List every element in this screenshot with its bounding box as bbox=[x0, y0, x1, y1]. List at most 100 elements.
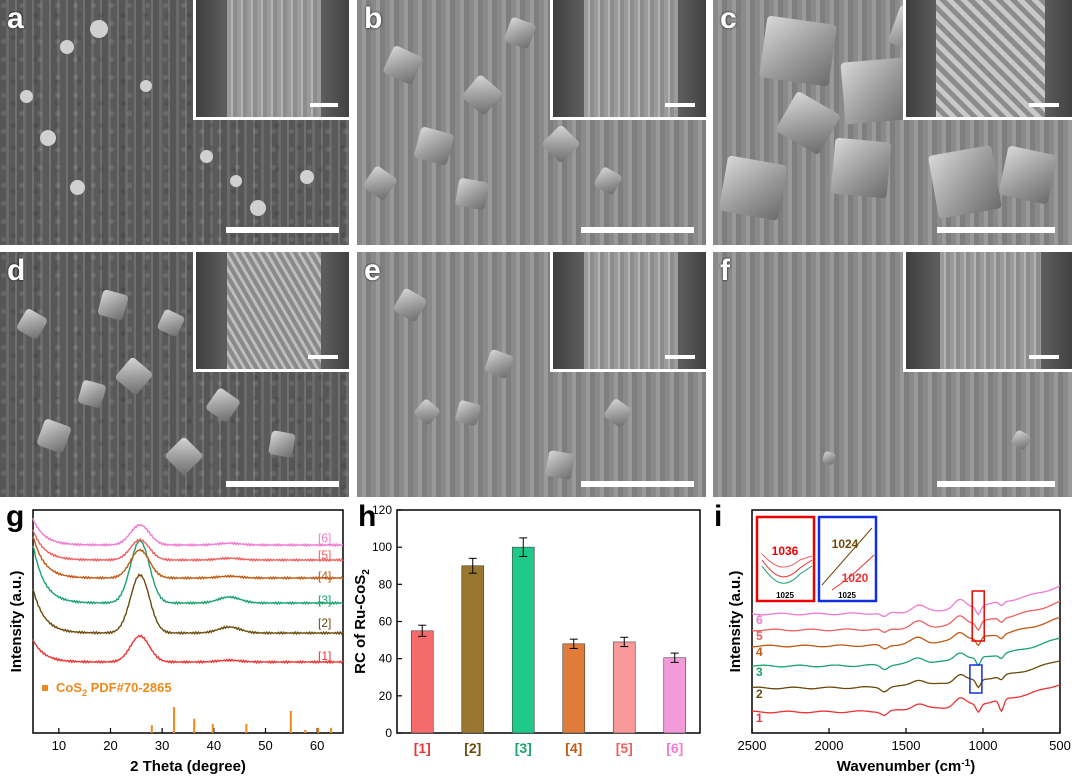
series-label-i-1: 1 bbox=[756, 711, 763, 725]
y-axis-label-h: RC of Ru-CoS2 bbox=[352, 569, 372, 674]
bar-2 bbox=[461, 565, 485, 734]
bar-5 bbox=[612, 641, 636, 734]
x-tick-label-g: 30 bbox=[155, 738, 169, 753]
series-label-g-5: [5] bbox=[318, 548, 331, 562]
x-tick-label-i: 2500 bbox=[738, 738, 767, 753]
highlight-box-red bbox=[971, 590, 985, 642]
x-tick-label-g: 20 bbox=[103, 738, 117, 753]
inset-left-tick-label: 1025 bbox=[776, 591, 794, 600]
panel-label-c: c bbox=[720, 2, 737, 35]
x-tick-label-i: 1500 bbox=[892, 738, 921, 753]
panel-label-b: b bbox=[364, 2, 383, 35]
plot-label-h: h bbox=[358, 500, 377, 533]
inset-right-peak-label-top: 1024 bbox=[832, 537, 859, 551]
reference-legend-label: CoS2 PDF#70-2865 bbox=[56, 680, 172, 698]
x-category-label-h: [4] bbox=[565, 740, 582, 756]
inset-left-peak-label: 1036 bbox=[772, 544, 799, 558]
x-category-label-h: [5] bbox=[616, 740, 633, 756]
inset-image-b bbox=[550, 0, 706, 120]
x-category-label-h: [2] bbox=[464, 740, 481, 756]
xrd-series-3 bbox=[32, 540, 344, 606]
plot-frame-i bbox=[751, 509, 1061, 734]
inset-left-curve-1 bbox=[761, 559, 813, 578]
ftir-series-1 bbox=[752, 684, 1061, 716]
inset-image-f bbox=[903, 252, 1072, 372]
y-axis-label-i: Intensity (a.u.) bbox=[727, 571, 744, 673]
inset-right-frame bbox=[817, 515, 878, 603]
xrd-series-1 bbox=[32, 634, 344, 665]
x-tick-label-g: 50 bbox=[258, 738, 272, 753]
reference-legend-marker bbox=[42, 685, 48, 691]
ftir-series-2 bbox=[751, 660, 1061, 693]
bar-6 bbox=[663, 657, 687, 734]
series-label-g-6: [6] bbox=[318, 531, 331, 545]
y-tick-label-h: 100 bbox=[372, 540, 392, 554]
inset-image-a bbox=[193, 0, 349, 120]
scale-bar-b bbox=[581, 227, 694, 233]
xrd-series-4 bbox=[32, 536, 344, 581]
series-label-i-2: 2 bbox=[756, 687, 763, 701]
inset-left-curve-2 bbox=[761, 565, 813, 584]
ftir-series-5 bbox=[751, 600, 1061, 633]
x-category-label-h: [3] bbox=[515, 740, 532, 756]
sem-panel-e: e bbox=[357, 252, 706, 497]
x-tick-label-g: 60 bbox=[310, 738, 324, 753]
sem-panel-c: c bbox=[713, 0, 1072, 245]
inset-right-peak-label-bottom: 1020 bbox=[842, 571, 869, 585]
x-axis-label-i: Wavenumber (cm-1) bbox=[837, 758, 975, 775]
series-label-i-5: 5 bbox=[756, 629, 763, 643]
bar-4 bbox=[562, 643, 586, 734]
ftir-series-6 bbox=[751, 585, 1061, 618]
bar-3 bbox=[511, 546, 535, 734]
series-label-i-4: 4 bbox=[756, 645, 763, 659]
inset-left-frame bbox=[755, 515, 816, 603]
highlight-box-blue bbox=[969, 664, 983, 694]
x-tick-label-g: 10 bbox=[52, 738, 66, 753]
series-label-g-4: [4] bbox=[318, 569, 331, 583]
x-tick-label-i: 500 bbox=[1049, 738, 1071, 753]
xrd-series-5 bbox=[32, 529, 344, 563]
x-tick-label-i: 2000 bbox=[815, 738, 844, 753]
inset-image-c bbox=[903, 0, 1072, 120]
inset-right-tick-label: 1025 bbox=[838, 591, 856, 600]
sem-panel-f: f bbox=[713, 252, 1072, 497]
sem-panel-a: a bbox=[0, 0, 349, 245]
series-label-g-2: [2] bbox=[318, 616, 331, 630]
x-tick-label-i: 1000 bbox=[969, 738, 998, 753]
scale-bar-c bbox=[937, 227, 1055, 233]
y-tick-label-h: 0 bbox=[385, 726, 392, 740]
x-axis-label-g: 2 Theta (degree) bbox=[130, 758, 246, 775]
scale-bar-d bbox=[226, 481, 339, 487]
series-label-i-3: 3 bbox=[756, 665, 763, 679]
y-tick-label-h: 60 bbox=[379, 615, 393, 629]
y-tick-label-h: 80 bbox=[379, 577, 393, 591]
series-label-g-1: [1] bbox=[318, 649, 331, 663]
sem-panel-b: b bbox=[357, 0, 706, 245]
x-category-label-h: [1] bbox=[414, 740, 431, 756]
series-label-i-6: 6 bbox=[756, 613, 763, 627]
series-label-g-3: [3] bbox=[318, 593, 331, 607]
ftir-series-4 bbox=[751, 616, 1061, 650]
x-category-label-h: [6] bbox=[666, 740, 683, 756]
plot-label-g: g bbox=[6, 500, 25, 533]
sem-panel-d: d bbox=[0, 252, 349, 497]
panel-label-e: e bbox=[364, 254, 381, 287]
inset-right-curve-1 bbox=[821, 527, 873, 586]
xrd-series-6 bbox=[32, 517, 343, 548]
bar-1 bbox=[410, 630, 434, 734]
inset-right-curve-2 bbox=[831, 554, 875, 591]
inset-image-e bbox=[550, 252, 706, 372]
xrd-series-2 bbox=[32, 573, 344, 636]
plot-label-i: i bbox=[714, 500, 723, 533]
plot-frame-h bbox=[396, 509, 701, 734]
inset-image-d bbox=[193, 252, 349, 372]
y-tick-label-h: 40 bbox=[379, 652, 393, 666]
y-tick-label-h: 20 bbox=[379, 689, 393, 703]
scale-bar-f bbox=[937, 481, 1055, 487]
scale-bar-a bbox=[226, 227, 339, 233]
ftir-series-3 bbox=[751, 637, 1061, 671]
inset-left-curve-3 bbox=[761, 553, 813, 568]
y-axis-label-g: Intensity (a.u.) bbox=[8, 571, 25, 673]
x-tick-label-g: 40 bbox=[207, 738, 221, 753]
scale-bar-e bbox=[581, 481, 694, 487]
